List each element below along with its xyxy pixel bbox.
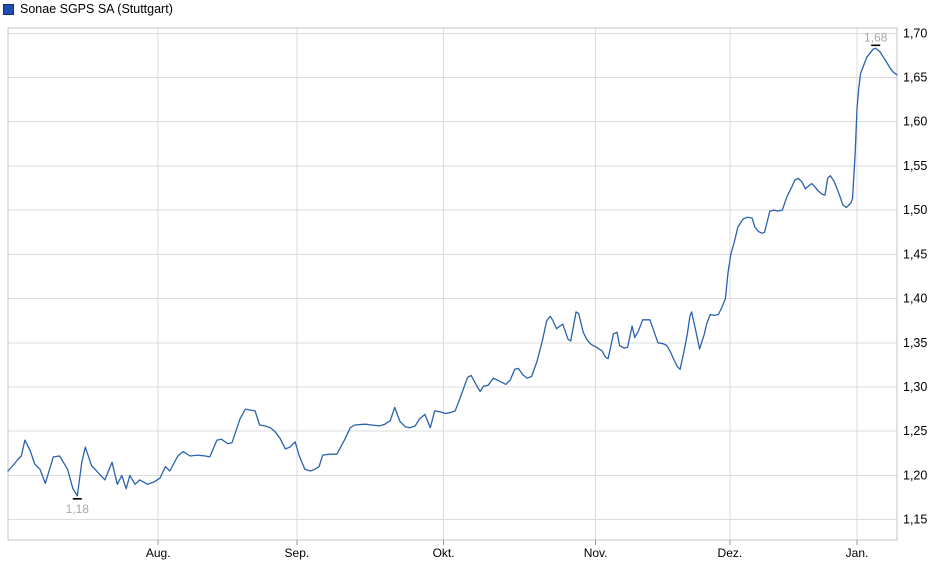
x-tick-label: Okt. bbox=[433, 546, 455, 560]
y-tick-label: 1,70 bbox=[903, 26, 927, 40]
x-tick-label: Sep. bbox=[285, 546, 310, 560]
low-marker-label: 1,18 bbox=[66, 502, 90, 516]
y-tick-label: 1,65 bbox=[903, 71, 927, 85]
y-tick-label: 1,55 bbox=[903, 159, 927, 173]
price-line bbox=[7, 47, 898, 497]
y-tick-label: 1,60 bbox=[903, 115, 927, 129]
y-tick-label: 1,15 bbox=[903, 513, 927, 527]
y-tick-label: 1,45 bbox=[903, 247, 927, 261]
high-marker-label: 1,68 bbox=[864, 30, 888, 44]
y-tick-label: 1,25 bbox=[903, 424, 927, 438]
y-tick-label: 1,35 bbox=[903, 336, 927, 350]
y-tick-label: 1,30 bbox=[903, 380, 927, 394]
x-tick-label: Jan. bbox=[846, 546, 869, 560]
y-tick-label: 1,40 bbox=[903, 292, 927, 306]
y-tick-label: 1,20 bbox=[903, 468, 927, 482]
x-tick-label: Aug. bbox=[146, 546, 171, 560]
series-color-swatch bbox=[3, 3, 14, 15]
chart-legend: Sonae SGPS SA (Stuttgart) bbox=[3, 2, 173, 16]
x-tick-label: Nov. bbox=[584, 546, 608, 560]
plot-border bbox=[7, 27, 898, 541]
y-tick-label: 1,50 bbox=[903, 203, 927, 217]
x-tick-label: Dez. bbox=[718, 546, 743, 560]
chart-title: Sonae SGPS SA (Stuttgart) bbox=[20, 2, 173, 16]
